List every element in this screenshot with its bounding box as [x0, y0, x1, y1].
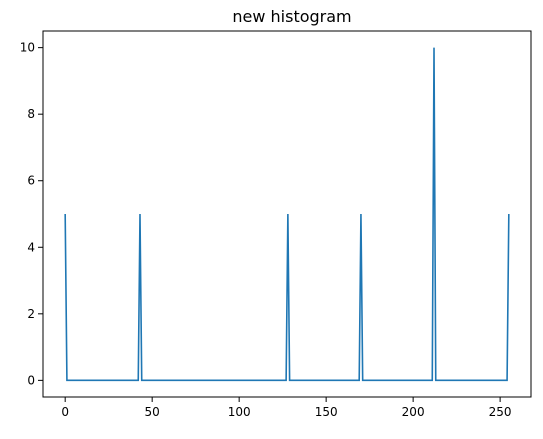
x-tick-label: 0	[61, 405, 69, 419]
y-tick-label: 4	[27, 240, 35, 254]
x-tick-label: 250	[489, 405, 512, 419]
x-axis: 0 50 100 150 200 250	[61, 397, 512, 419]
x-tick-label: 150	[315, 405, 338, 419]
series-line	[64, 47, 510, 382]
y-tick-label: 6	[27, 174, 35, 188]
y-tick-label: 8	[27, 107, 35, 121]
plot-frame	[42, 30, 532, 398]
chart-title: new histogram	[232, 7, 351, 26]
y-tick-label: 0	[27, 373, 35, 387]
y-tick-label: 10	[20, 41, 35, 55]
y-axis: 0 2 4 6 8 10	[20, 41, 43, 387]
x-tick-label: 100	[228, 405, 251, 419]
x-tick-label: 50	[145, 405, 160, 419]
x-tick-label: 200	[402, 405, 425, 419]
y-tick-label: 2	[27, 307, 35, 321]
series-layer	[64, 47, 510, 382]
